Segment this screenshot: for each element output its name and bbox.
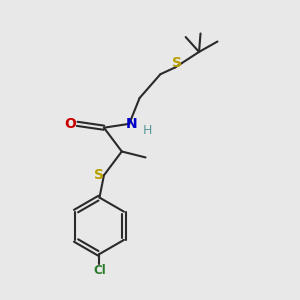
- Text: S: S: [172, 56, 182, 70]
- Text: N: N: [126, 117, 137, 131]
- Text: S: S: [94, 168, 104, 182]
- Text: Cl: Cl: [93, 264, 106, 277]
- Text: H: H: [142, 124, 152, 137]
- Text: O: O: [65, 117, 76, 131]
